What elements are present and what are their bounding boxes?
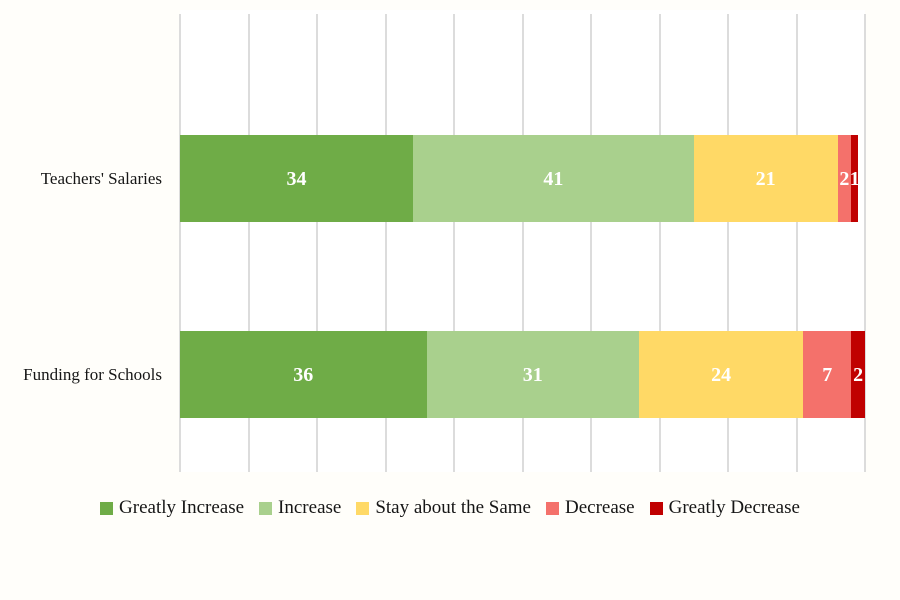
gridline: [453, 14, 455, 472]
legend-label-stay-about-the-same: Stay about the Same: [375, 497, 531, 518]
gridline: [521, 14, 524, 472]
bar-row-teachers-salaries: 34 41 21 2 1: [180, 135, 865, 222]
segment-decrease: 2: [837, 135, 852, 222]
legend-label-increase: Increase: [278, 497, 342, 518]
gridline: [316, 14, 318, 472]
gridline: [864, 14, 866, 472]
legend-item-stay-about-the-same: Stay about the Same: [356, 497, 531, 519]
legend-label-greatly-decrease: Greatly Decrease: [668, 497, 800, 518]
gridline: [727, 14, 729, 472]
segment-value-label: 2: [839, 167, 850, 190]
segment-increase: 31: [426, 331, 639, 418]
legend-marker-decrease: [546, 501, 559, 515]
gridline: [590, 14, 592, 472]
category-axis: Teachers' Salaries Funding for Schools: [0, 0, 170, 600]
legend-item-decrease: Decrease: [546, 497, 635, 519]
segment-value-label: 41: [543, 167, 564, 190]
segment-value-label: 36: [293, 363, 314, 386]
legend-item-greatly-decrease: Greatly Decrease: [649, 497, 800, 519]
segment-value-label: 34: [286, 167, 307, 190]
segment-value-label: 2: [853, 363, 864, 386]
segment-increase: 41: [412, 135, 694, 222]
legend-label-greatly-increase: Greatly Increase: [119, 497, 245, 518]
gridline: [658, 14, 661, 472]
legend-marker-greatly-decrease: [649, 501, 663, 515]
plot-area: 34 41 21 2 1 36 31 24 7 2: [179, 10, 866, 472]
category-label-teachers-salaries: Teachers' Salaries: [40, 168, 162, 188]
gridline: [795, 14, 798, 472]
segment-stay-about-the-same: 21: [693, 135, 838, 222]
segment-value-label: 31: [522, 363, 543, 386]
segment-greatly-decrease: 1: [849, 135, 860, 222]
segment-greatly-increase: 34: [180, 135, 413, 222]
legend-item-greatly-increase: Greatly Increase: [100, 497, 244, 519]
legend-marker-increase: [259, 501, 273, 515]
segment-stay-about-the-same: 24: [638, 331, 804, 418]
legend-label-decrease: Decrease: [565, 497, 635, 518]
legend-marker-greatly-increase: [100, 501, 114, 515]
segment-value-label: 7: [822, 363, 833, 386]
segment-value-label: 1: [849, 167, 860, 190]
legend-marker-stay-about-the-same: [356, 501, 370, 515]
category-label-funding-for-schools: Funding for Schools: [23, 364, 162, 384]
segment-decrease: 7: [803, 331, 852, 418]
segment-greatly-decrease: 2: [851, 331, 865, 418]
gridline: [247, 14, 250, 472]
segment-value-label: 21: [755, 167, 776, 190]
legend: Greatly Increase Increase Stay about the S…: [0, 492, 900, 524]
bar-row-funding-for-schools: 36 31 24 7 2: [180, 331, 865, 418]
gridline: [384, 14, 387, 472]
segment-value-label: 24: [711, 363, 732, 386]
segment-greatly-increase: 36: [180, 331, 427, 418]
gridline: [179, 14, 181, 472]
legend-item-increase: Increase: [259, 497, 341, 519]
